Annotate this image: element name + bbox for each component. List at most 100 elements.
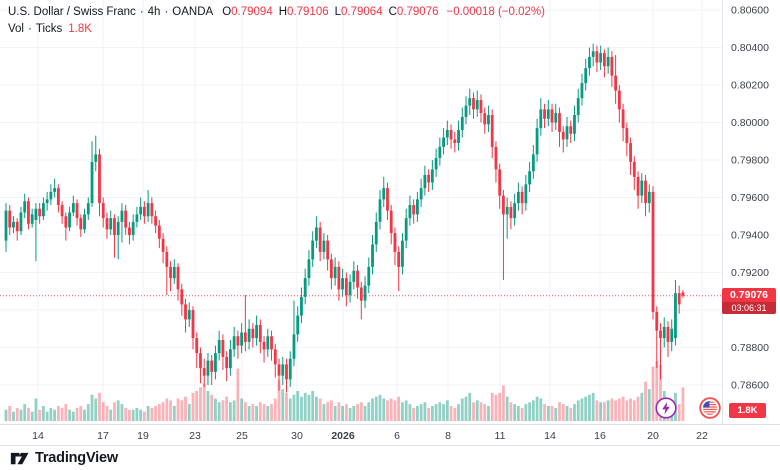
candle-body bbox=[199, 353, 202, 369]
candle-body bbox=[236, 336, 240, 346]
volume-bar bbox=[210, 394, 214, 421]
volume-bar bbox=[416, 406, 419, 421]
price-axis-label[interactable]: 0.79800 bbox=[731, 155, 769, 167]
time-axis-label[interactable]: 2026 bbox=[331, 430, 355, 442]
volume-bar bbox=[15, 407, 19, 422]
volume-bar bbox=[262, 404, 266, 422]
time-axis-label[interactable]: 30 bbox=[291, 430, 303, 442]
time-axis-label[interactable]: 16 bbox=[594, 430, 606, 442]
volume-bar bbox=[38, 409, 42, 421]
volume-bar bbox=[509, 402, 513, 421]
price-axis-label[interactable]: 0.80400 bbox=[731, 42, 769, 54]
bar-countdown-timer: 03:06:31 bbox=[722, 302, 776, 314]
candle-body bbox=[292, 334, 296, 359]
candle-body bbox=[614, 75, 618, 91]
time-axis-label[interactable]: 14 bbox=[32, 430, 44, 442]
volume-bar bbox=[453, 407, 457, 422]
price-axis-label[interactable]: 0.80600 bbox=[731, 5, 769, 17]
volume-bar bbox=[326, 402, 330, 421]
volume-bar bbox=[438, 402, 442, 421]
candle-body bbox=[94, 154, 98, 162]
price-axis-label[interactable]: 0.78800 bbox=[731, 342, 769, 354]
price-axis-label[interactable]: 0.79600 bbox=[731, 192, 769, 204]
time-axis-label[interactable]: 8 bbox=[445, 430, 451, 442]
legend-separator: · bbox=[164, 6, 169, 18]
candle-body bbox=[124, 210, 128, 228]
volume-bar bbox=[270, 404, 273, 422]
candle-body bbox=[281, 364, 285, 376]
volume-bar bbox=[393, 400, 397, 422]
candle-body bbox=[655, 311, 659, 331]
volume-bar bbox=[273, 398, 277, 421]
candle-body bbox=[386, 188, 389, 211]
volume-bar bbox=[606, 400, 610, 422]
volume-bar bbox=[146, 406, 150, 421]
candle-body bbox=[15, 221, 19, 232]
volume-legend-row: Vol · Ticks 1.8K bbox=[8, 22, 545, 37]
candle-body bbox=[277, 364, 281, 376]
volume-bar bbox=[236, 368, 240, 421]
grid-layer bbox=[0, 0, 722, 424]
candle-body bbox=[27, 201, 30, 224]
volume-bar bbox=[225, 396, 229, 422]
time-axis-label[interactable]: 20 bbox=[647, 430, 659, 442]
ohlc-values: O0.79094 H0.79106 L0.79064 C0.79076 bbox=[222, 5, 444, 20]
candle-body bbox=[352, 270, 356, 282]
price-axis-label[interactable]: 0.80200 bbox=[731, 80, 769, 92]
price-axis-label[interactable]: 0.80000 bbox=[731, 117, 769, 129]
price-axis-label[interactable]: 0.78600 bbox=[731, 380, 769, 392]
candle-body bbox=[599, 53, 603, 63]
volume-bar bbox=[49, 407, 53, 422]
volume-bar bbox=[505, 396, 509, 422]
candle-body bbox=[382, 188, 386, 200]
candle-body bbox=[116, 221, 120, 235]
time-axis-label[interactable]: 17 bbox=[97, 430, 109, 442]
time-axis-label[interactable]: 23 bbox=[189, 430, 201, 442]
volume-bar bbox=[187, 404, 191, 422]
candle-body bbox=[23, 201, 27, 213]
candle-body bbox=[644, 180, 647, 204]
interval-label[interactable]: 4h bbox=[147, 6, 161, 18]
volume-bar bbox=[217, 402, 221, 421]
economic-event-flag-icon[interactable] bbox=[699, 397, 721, 419]
volume-mode-label[interactable]: Ticks bbox=[35, 23, 63, 35]
candle-body bbox=[165, 251, 169, 267]
time-axis-label[interactable]: 22 bbox=[696, 430, 708, 442]
exchange-label[interactable]: OANDA bbox=[172, 6, 214, 18]
time-axis-label[interactable]: 6 bbox=[394, 430, 400, 442]
time-axis-label[interactable]: 11 bbox=[495, 430, 506, 442]
lightning-icon[interactable] bbox=[655, 397, 677, 419]
symbol-title[interactable]: U.S. Dollar / Swiss Franc bbox=[8, 6, 136, 18]
time-axis-label[interactable]: 14 bbox=[544, 430, 556, 442]
price-axis-label[interactable]: 0.79400 bbox=[731, 230, 769, 242]
tradingview-attribution[interactable]: TradingView bbox=[10, 450, 118, 466]
candle-body bbox=[584, 68, 588, 84]
volume-bar bbox=[363, 406, 367, 421]
price-axis-label[interactable]: 0.79200 bbox=[731, 267, 769, 279]
volume-bar bbox=[255, 406, 258, 421]
candle-body bbox=[442, 137, 445, 147]
time-axis-label[interactable]: 19 bbox=[137, 430, 149, 442]
volume-bar bbox=[677, 404, 681, 422]
candle-body bbox=[303, 278, 307, 297]
volume-study-label[interactable]: Vol bbox=[8, 23, 24, 35]
candle-body bbox=[221, 340, 225, 357]
candles-layer[interactable] bbox=[4, 43, 685, 393]
volume-bar bbox=[430, 406, 434, 421]
candle-body bbox=[30, 214, 34, 224]
candle-body bbox=[83, 214, 86, 230]
volume-bar bbox=[427, 407, 431, 422]
candle-body bbox=[430, 169, 434, 183]
volume-bar bbox=[288, 398, 292, 421]
volume-bars-layer[interactable] bbox=[4, 361, 685, 422]
low-value: 0.79064 bbox=[341, 6, 383, 18]
volume-bar bbox=[247, 406, 251, 421]
candlestick-chart-plot[interactable]: 0.80600 0.80400 0.80200 0.80000 0.79800 0.796… bbox=[0, 0, 780, 446]
time-axis-label[interactable]: 25 bbox=[236, 430, 248, 442]
volume-bar bbox=[528, 402, 531, 421]
candle-body bbox=[19, 212, 23, 232]
volume-bar bbox=[202, 383, 206, 421]
volume-bar bbox=[161, 402, 165, 421]
volume-bar bbox=[550, 406, 554, 421]
